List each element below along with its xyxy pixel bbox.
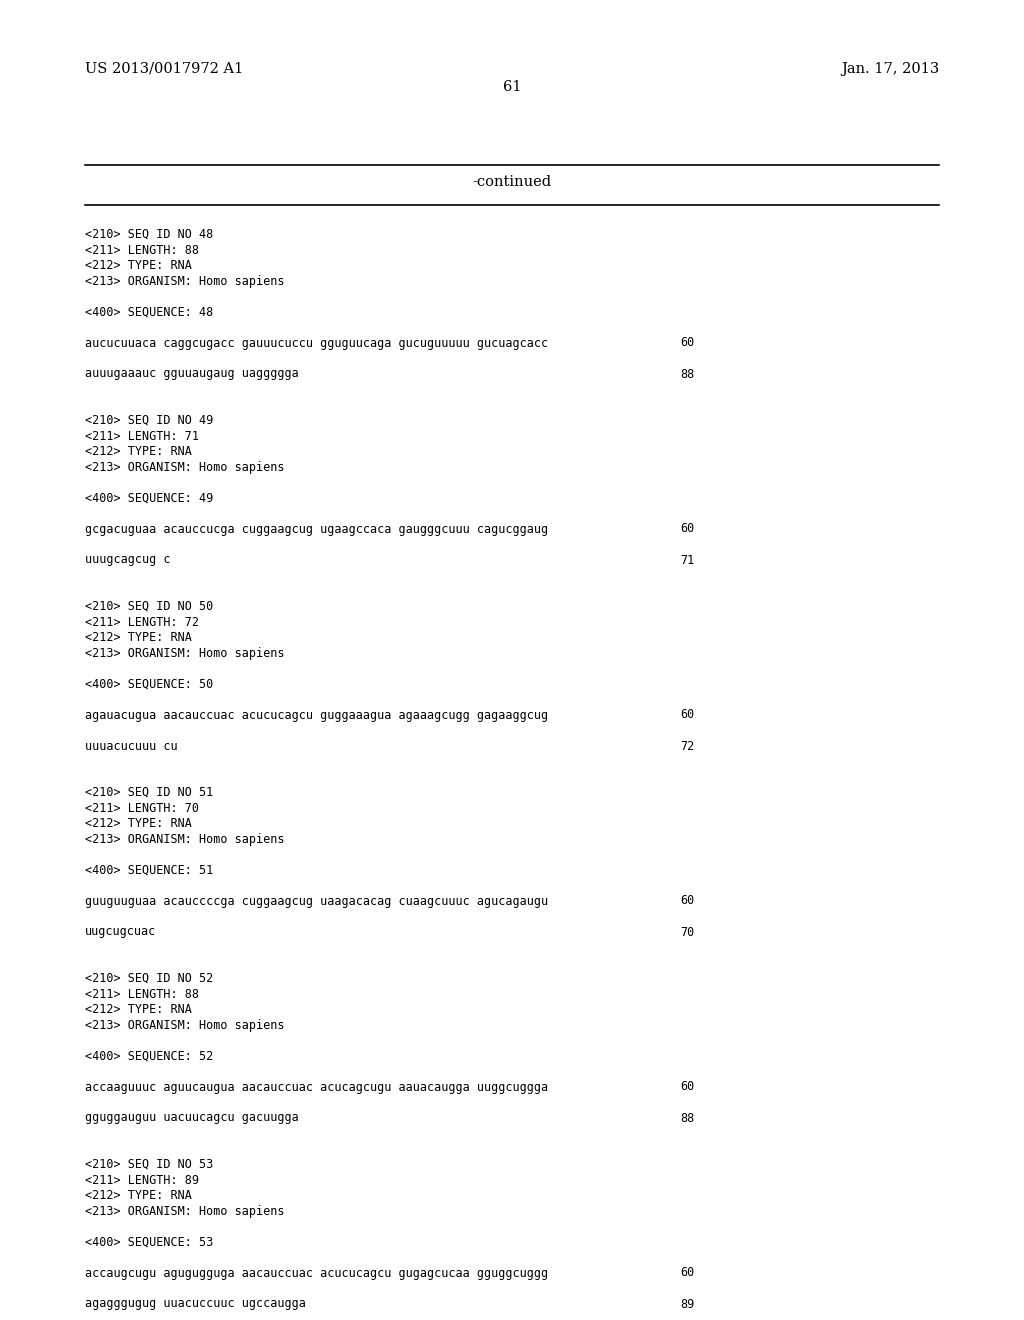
Text: 88: 88: [680, 1111, 694, 1125]
Text: US 2013/0017972 A1: US 2013/0017972 A1: [85, 62, 244, 77]
Text: 60: 60: [680, 1081, 694, 1093]
Text: <400> SEQUENCE: 49: <400> SEQUENCE: 49: [85, 491, 213, 504]
Text: -continued: -continued: [472, 176, 552, 189]
Text: <210> SEQ ID NO 48: <210> SEQ ID NO 48: [85, 228, 213, 242]
Text: <212> TYPE: RNA: <212> TYPE: RNA: [85, 1003, 191, 1016]
Text: <213> ORGANISM: Homo sapiens: <213> ORGANISM: Homo sapiens: [85, 647, 285, 660]
Text: gcgacuguaa acauccucga cuggaagcug ugaagccaca gaugggcuuu cagucggaug: gcgacuguaa acauccucga cuggaagcug ugaagcc…: [85, 523, 548, 536]
Text: <211> LENGTH: 72: <211> LENGTH: 72: [85, 615, 199, 628]
Text: 89: 89: [680, 1298, 694, 1311]
Text: accaugcugu agugugguga aacauccuac acucucagcu gugagcucaa gguggcuggg: accaugcugu agugugguga aacauccuac acucuca…: [85, 1266, 548, 1279]
Text: <210> SEQ ID NO 52: <210> SEQ ID NO 52: [85, 972, 213, 985]
Text: <212> TYPE: RNA: <212> TYPE: RNA: [85, 1189, 191, 1203]
Text: <400> SEQUENCE: 53: <400> SEQUENCE: 53: [85, 1236, 213, 1249]
Text: 60: 60: [680, 523, 694, 536]
Text: accaaguuuc aguucaugua aacauccuac acucagcugu aauacaugga uuggcuggga: accaaguuuc aguucaugua aacauccuac acucagc…: [85, 1081, 548, 1093]
Text: <212> TYPE: RNA: <212> TYPE: RNA: [85, 817, 191, 830]
Text: uuuacucuuu cu: uuuacucuuu cu: [85, 739, 177, 752]
Text: uugcugcuac: uugcugcuac: [85, 925, 157, 939]
Text: <211> LENGTH: 88: <211> LENGTH: 88: [85, 243, 199, 256]
Text: <210> SEQ ID NO 49: <210> SEQ ID NO 49: [85, 414, 213, 426]
Text: <400> SEQUENCE: 48: <400> SEQUENCE: 48: [85, 305, 213, 318]
Text: 60: 60: [680, 709, 694, 722]
Text: 60: 60: [680, 337, 694, 350]
Text: <210> SEQ ID NO 51: <210> SEQ ID NO 51: [85, 785, 213, 799]
Text: auuugaaauc gguuaugaug uaggggga: auuugaaauc gguuaugaug uaggggga: [85, 367, 299, 380]
Text: 71: 71: [680, 553, 694, 566]
Text: <400> SEQUENCE: 51: <400> SEQUENCE: 51: [85, 863, 213, 876]
Text: <213> ORGANISM: Homo sapiens: <213> ORGANISM: Homo sapiens: [85, 833, 285, 846]
Text: <211> LENGTH: 70: <211> LENGTH: 70: [85, 801, 199, 814]
Text: <211> LENGTH: 88: <211> LENGTH: 88: [85, 987, 199, 1001]
Text: Jan. 17, 2013: Jan. 17, 2013: [841, 62, 939, 77]
Text: agauacugua aacauccuac acucucagcu guggaaagua agaaagcugg gagaaggcug: agauacugua aacauccuac acucucagcu guggaaa…: [85, 709, 548, 722]
Text: <212> TYPE: RNA: <212> TYPE: RNA: [85, 259, 191, 272]
Text: 60: 60: [680, 895, 694, 908]
Text: <212> TYPE: RNA: <212> TYPE: RNA: [85, 631, 191, 644]
Text: aucucuuaca caggcugacc gauuucuccu gguguucaga gucuguuuuu gucuagcacc: aucucuuaca caggcugacc gauuucuccu gguguuc…: [85, 337, 548, 350]
Text: 61: 61: [503, 81, 521, 94]
Text: <211> LENGTH: 71: <211> LENGTH: 71: [85, 429, 199, 442]
Text: <213> ORGANISM: Homo sapiens: <213> ORGANISM: Homo sapiens: [85, 1019, 285, 1031]
Text: <210> SEQ ID NO 50: <210> SEQ ID NO 50: [85, 601, 213, 612]
Text: gguggauguu uacuucagcu gacuugga: gguggauguu uacuucagcu gacuugga: [85, 1111, 299, 1125]
Text: agagggugug uuacuccuuc ugccaugga: agagggugug uuacuccuuc ugccaugga: [85, 1298, 306, 1311]
Text: <212> TYPE: RNA: <212> TYPE: RNA: [85, 445, 191, 458]
Text: 70: 70: [680, 925, 694, 939]
Text: <213> ORGANISM: Homo sapiens: <213> ORGANISM: Homo sapiens: [85, 1204, 285, 1217]
Text: <210> SEQ ID NO 53: <210> SEQ ID NO 53: [85, 1158, 213, 1171]
Text: <400> SEQUENCE: 52: <400> SEQUENCE: 52: [85, 1049, 213, 1063]
Text: 72: 72: [680, 739, 694, 752]
Text: 60: 60: [680, 1266, 694, 1279]
Text: <400> SEQUENCE: 50: <400> SEQUENCE: 50: [85, 677, 213, 690]
Text: <213> ORGANISM: Homo sapiens: <213> ORGANISM: Homo sapiens: [85, 275, 285, 288]
Text: guuguuguaa acauccccga cuggaagcug uaagacacag cuaagcuuuc agucagaugu: guuguuguaa acauccccga cuggaagcug uaagaca…: [85, 895, 548, 908]
Text: <211> LENGTH: 89: <211> LENGTH: 89: [85, 1173, 199, 1187]
Text: uuugcagcug c: uuugcagcug c: [85, 553, 171, 566]
Text: <213> ORGANISM: Homo sapiens: <213> ORGANISM: Homo sapiens: [85, 461, 285, 474]
Text: 88: 88: [680, 367, 694, 380]
